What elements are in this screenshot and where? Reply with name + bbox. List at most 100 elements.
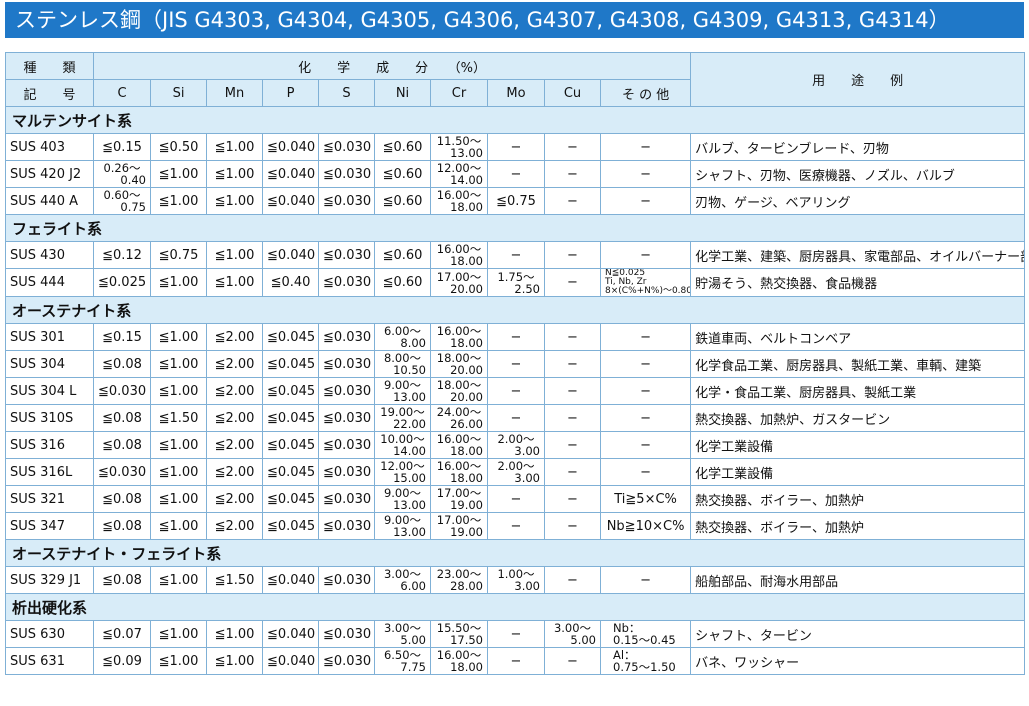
cell: − xyxy=(544,187,601,215)
cell-line: 16.00〜 xyxy=(436,648,482,662)
cell: シャフト、タービン xyxy=(690,620,1026,648)
data-row: SUS 403 ≦0.15 ≦0.50 ≦1.00 ≦0.040 ≦0.030 ≦0.60 1… xyxy=(5,133,1026,161)
cell-line: 2.00〜 xyxy=(497,432,535,446)
cell-line: 5.00 xyxy=(570,633,596,647)
data-row: SUS 304 L ≦0.030 ≦1.00 ≦2.00 ≦0.045 ≦0.030 9.0… xyxy=(5,377,1026,405)
cell-line: 2.00〜 xyxy=(497,459,535,473)
cell: − xyxy=(544,404,601,432)
cell-line: 19.00 xyxy=(450,525,483,539)
cell: ≦1.00 xyxy=(150,512,207,540)
usage-header: 用 途 例 xyxy=(690,52,1026,107)
cell-line: 18.00〜 xyxy=(436,378,482,392)
section-name: オーステナイト系 xyxy=(4,296,1026,324)
section-row: 析出硬化系 xyxy=(4,593,1026,621)
cell: ≦1.00 xyxy=(150,458,207,486)
element-header: そ の 他 xyxy=(599,79,692,107)
cell: SUS 304 L xyxy=(5,377,94,405)
data-row: SUS 347 ≦0.08 ≦1.00 ≦2.00 ≦0.045 ≦0.030 9.00〜 1… xyxy=(5,512,1026,540)
element-header: Cu xyxy=(544,79,601,107)
cell: ≦0.030 xyxy=(93,377,151,405)
cell-line: 8.00 xyxy=(400,336,426,350)
cell: 6.00〜 8.00 xyxy=(374,323,431,351)
cell: 16.00〜 18.00 xyxy=(430,431,488,459)
cell: − xyxy=(487,485,545,513)
data-row: SUS 301 ≦0.15 ≦1.00 ≦2.00 ≦0.045 ≦0.030 6.00〜 8… xyxy=(5,323,1026,351)
cell: 12.00〜 14.00 xyxy=(430,160,488,188)
cell: ≦2.00 xyxy=(206,350,263,378)
cell: 熱交換器、ボイラー、加熱炉 xyxy=(690,485,1026,513)
composition-header: 化 学 成 分 （%） xyxy=(92,52,692,80)
cell: 化学工業、建築、厨房器具、家電部品、オイルバーナー部品 xyxy=(690,241,1026,269)
cell: ≦0.045 xyxy=(262,377,319,405)
cell-line: 0.60〜 xyxy=(103,188,141,202)
cell: 2.00〜 3.00 xyxy=(487,458,545,486)
cell-line: 3.00〜 xyxy=(383,621,422,635)
cell: ≦1.00 xyxy=(150,350,207,378)
cell-line: 16.00〜 xyxy=(436,242,482,256)
cell-line: 9.00〜 xyxy=(383,513,422,527)
cell: − xyxy=(599,187,692,215)
cell: ≦0.030 xyxy=(318,512,375,540)
cell: ≦0.040 xyxy=(262,133,319,161)
cell: ≦0.030 xyxy=(318,431,375,459)
cell-line: 16.00〜 xyxy=(436,188,482,202)
cell-line: 9.00〜 xyxy=(383,486,422,500)
cell: − xyxy=(544,268,601,297)
cell-line: 2.50 xyxy=(514,281,540,296)
cell-line: 18.00 xyxy=(450,336,483,350)
cell: SUS 403 xyxy=(5,133,94,161)
cell: − xyxy=(487,512,545,540)
element-header: Ni xyxy=(374,79,431,107)
cell: − xyxy=(599,431,692,459)
cell: ≦1.00 xyxy=(150,647,207,675)
cell: − xyxy=(544,350,601,378)
cell-line: 13.00 xyxy=(393,498,426,512)
element-header: Mn xyxy=(206,79,263,107)
cell: ≦0.030 xyxy=(93,458,151,486)
cell: ≦1.00 xyxy=(206,268,263,297)
cell: ≦1.00 xyxy=(150,566,207,594)
cell-line: 23.00〜 xyxy=(436,567,482,581)
cell: − xyxy=(544,160,601,188)
cell: ≦0.040 xyxy=(262,620,319,648)
cell-line: 18.00 xyxy=(450,444,483,458)
cell-line: 0.40 xyxy=(120,173,146,187)
cell: 10.00〜 14.00 xyxy=(374,431,431,459)
cell: − xyxy=(544,431,601,459)
cell-line: 10.50 xyxy=(393,363,426,377)
cell-line: 17.50 xyxy=(450,633,483,647)
cell: − xyxy=(487,350,545,378)
cell-line: 20.00 xyxy=(450,281,483,296)
cell-line: 0.75 xyxy=(120,200,146,214)
cell: ≦0.50 xyxy=(150,133,207,161)
cell: ≦1.00 xyxy=(206,133,263,161)
cell: 16.00〜 18.00 xyxy=(430,187,488,215)
cell: 19.00〜 22.00 xyxy=(374,404,431,432)
cell: SUS 440 A xyxy=(5,187,94,215)
cell: ≦0.030 xyxy=(318,323,375,351)
cell: ≦0.60 xyxy=(374,160,431,188)
cell-line: 3.00 xyxy=(514,471,540,485)
cell-line: 3.00〜 xyxy=(553,621,592,635)
cell: 化学食品工業、厨房器具、製紙工業、車輌、建築 xyxy=(690,350,1026,378)
cell: 8.00〜 10.50 xyxy=(374,350,431,378)
cell: 3.00〜 6.00 xyxy=(374,566,431,594)
cell: − xyxy=(544,323,601,351)
cell: 刃物、ゲージ、ベアリング xyxy=(690,187,1026,215)
cell-line: 22.00 xyxy=(393,417,426,431)
cell: − xyxy=(599,566,692,594)
cell: ≦1.00 xyxy=(206,241,263,269)
cell: ≦0.60 xyxy=(374,187,431,215)
cell-line: 3.00 xyxy=(514,579,540,593)
cell: ≦1.00 xyxy=(206,187,263,215)
cell: ≦0.08 xyxy=(93,431,151,459)
title-bar: ステンレス鋼（JIS G4303, G4304, G4305, G4306, G… xyxy=(5,2,1024,38)
cell: ≦1.00 xyxy=(150,431,207,459)
cell-line: 18.00 xyxy=(450,200,483,214)
cell: 18.00〜 20.00 xyxy=(430,350,488,378)
cell: SUS 420 J2 xyxy=(5,160,94,188)
cell: ≦0.045 xyxy=(262,404,319,432)
cell: ≦2.00 xyxy=(206,404,263,432)
section-row: マルテンサイト系 xyxy=(4,106,1026,134)
data-row: SUS 304 ≦0.08 ≦1.00 ≦2.00 ≦0.045 ≦0.030 8.00〜 1… xyxy=(5,350,1026,378)
